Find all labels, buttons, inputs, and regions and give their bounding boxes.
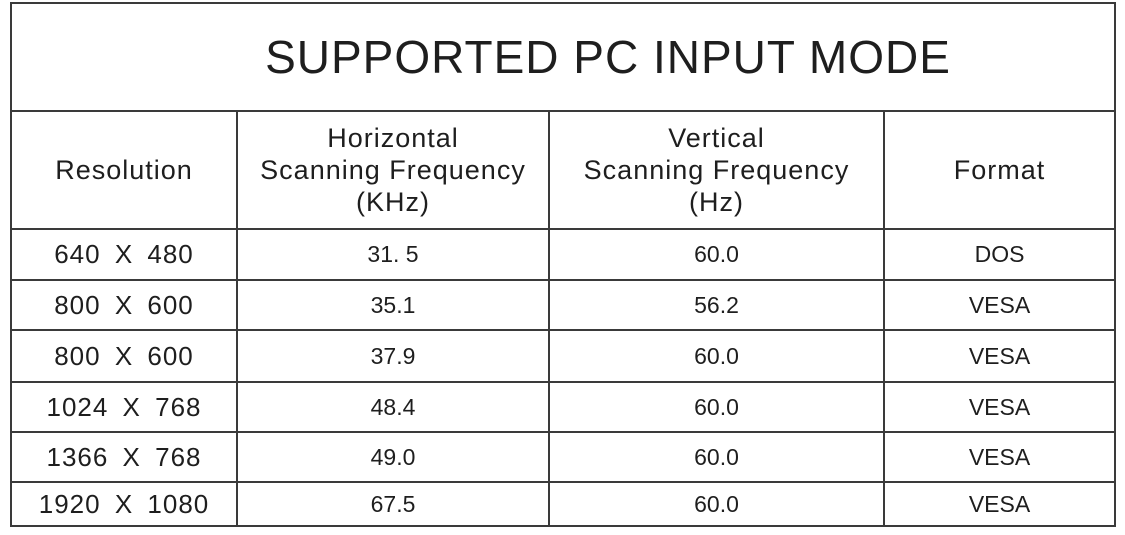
supported-pc-input-mode-table: SUPPORTED PC INPUT MODE Resolution Horiz…	[10, 2, 1116, 527]
header-line: Vertical	[668, 123, 765, 153]
cell-vertical: 60.0	[550, 230, 885, 281]
cell-horizontal: 35.1	[238, 281, 550, 331]
header-resolution: Resolution	[12, 112, 238, 230]
cell-format: VESA	[968, 490, 1031, 517]
cell-resolution: 1920 X 1080	[12, 483, 238, 525]
cell-vertical: 56.2	[550, 281, 885, 331]
table-grid: Resolution Horizontal Scanning Frequency(…	[12, 112, 1114, 525]
cell-horizontal: 31. 5	[238, 230, 550, 281]
cell-horizontal: 37.9	[238, 331, 550, 383]
cell-format: DOS	[885, 230, 1114, 281]
header-horizontal-frequency: Horizontal Scanning Frequency (KHz)	[238, 112, 550, 230]
header-line: (Hz)	[689, 187, 744, 217]
cell-vertical: 60.0	[550, 483, 885, 525]
header-line: Scanning Frequency	[583, 155, 850, 185]
cell-vertical: 60.0	[550, 383, 885, 433]
header-line: Scanning Frequency	[260, 155, 526, 185]
cell-vertical: 60.0	[550, 331, 885, 383]
header-line: (KHz)	[356, 187, 430, 217]
cell-resolution: 1366 X 768	[12, 433, 238, 483]
cell-format: VESA	[885, 281, 1114, 331]
cell-horizontal: 67.5	[238, 483, 550, 525]
header-format: Format	[885, 112, 1114, 230]
cell-horizontal: 48.4	[238, 383, 550, 433]
header-line: Horizontal	[327, 123, 459, 153]
cell-format: VESA	[885, 331, 1114, 383]
cell-resolution: 800 X 600	[12, 281, 238, 331]
cell-resolution: 800 X 600	[12, 331, 238, 383]
cell-format: VESA	[885, 433, 1114, 483]
cell-format: VESA	[885, 383, 1114, 433]
header-vertical-frequency: Vertical Scanning Frequency (Hz)	[550, 112, 885, 230]
cell-resolution: 1024 X 768	[12, 383, 238, 433]
cell-horizontal: 49.0	[238, 433, 550, 483]
cell-resolution: 640 X 480	[12, 230, 238, 281]
cell-vertical: 60.0	[550, 433, 885, 483]
table-title: SUPPORTED PC INPUT MODE	[12, 4, 1114, 112]
